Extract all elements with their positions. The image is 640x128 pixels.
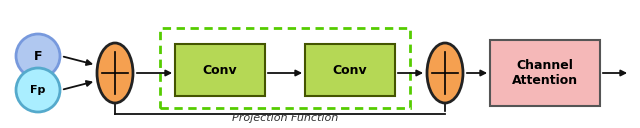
- FancyBboxPatch shape: [490, 40, 600, 106]
- Ellipse shape: [16, 34, 60, 78]
- Text: Channel
Attention: Channel Attention: [512, 59, 578, 87]
- Bar: [160, 28, 410, 108]
- Ellipse shape: [16, 68, 60, 112]
- Ellipse shape: [97, 43, 133, 103]
- Text: Fp: Fp: [30, 85, 45, 95]
- Text: Conv: Conv: [333, 63, 367, 77]
- Text: Projection Function: Projection Function: [232, 113, 338, 123]
- Ellipse shape: [427, 43, 463, 103]
- FancyBboxPatch shape: [175, 44, 265, 96]
- Text: F: F: [34, 50, 42, 62]
- Text: Conv: Conv: [203, 63, 237, 77]
- FancyBboxPatch shape: [305, 44, 395, 96]
